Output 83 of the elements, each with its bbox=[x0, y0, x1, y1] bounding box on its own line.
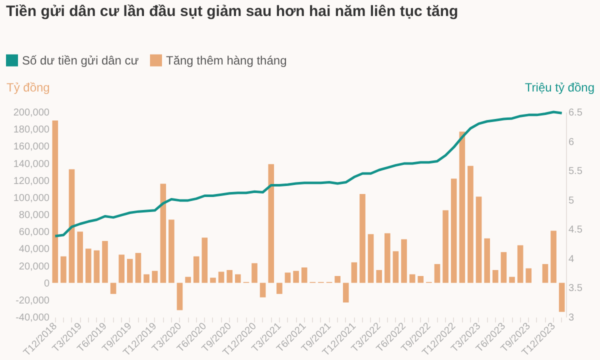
bar bbox=[252, 263, 258, 283]
bar bbox=[401, 239, 407, 283]
y2-tick-label: 5 bbox=[568, 195, 574, 206]
bar bbox=[418, 276, 424, 283]
bar bbox=[492, 270, 498, 283]
bar bbox=[118, 254, 125, 283]
bar bbox=[409, 274, 416, 283]
bar bbox=[526, 268, 532, 283]
bar bbox=[234, 274, 241, 283]
bar bbox=[392, 251, 399, 283]
bar bbox=[193, 256, 200, 283]
bar bbox=[102, 240, 108, 283]
bar bbox=[284, 272, 291, 283]
bar bbox=[517, 245, 524, 283]
y-tick-label: 180,000 bbox=[13, 124, 50, 136]
bar bbox=[152, 270, 158, 283]
bar bbox=[226, 270, 232, 283]
y-tick-label: 60,000 bbox=[18, 227, 50, 238]
legend-label: Số dư tiền gửi dân cư bbox=[22, 53, 139, 68]
y-tick-label: 140,000 bbox=[13, 158, 50, 170]
bar bbox=[558, 282, 565, 312]
chart-title: Tiền gửi dân cư lần đầu sụt giảm sau hơn hai năm liên tục tăng bbox=[6, 3, 458, 20]
bar bbox=[52, 120, 58, 283]
bar bbox=[218, 272, 224, 283]
y-tick-label: 0 bbox=[44, 278, 50, 290]
bar bbox=[542, 264, 548, 283]
bar bbox=[68, 169, 75, 283]
legend-label: Tăng thêm hàng tháng bbox=[166, 53, 287, 68]
y-axis-title: Tỷ đồng bbox=[6, 80, 50, 94]
bar bbox=[293, 270, 299, 283]
y2-tick-label: 3 bbox=[568, 312, 574, 324]
bar bbox=[500, 252, 507, 283]
y-tick-label: -20,000 bbox=[16, 295, 50, 306]
bar bbox=[94, 250, 100, 283]
bar bbox=[384, 233, 390, 283]
bar bbox=[135, 252, 142, 283]
bar bbox=[442, 210, 448, 283]
y2-tick-label: 3.5 bbox=[568, 283, 583, 294]
y-tick-label: 100,000 bbox=[13, 192, 50, 204]
bar bbox=[468, 166, 474, 283]
bar bbox=[459, 132, 466, 283]
y-tick-label: 120,000 bbox=[13, 176, 50, 187]
bar bbox=[160, 184, 166, 283]
y2-axis-title: Triệu tỷ đồng bbox=[524, 80, 594, 94]
y2-tick-label: 4.5 bbox=[568, 224, 583, 236]
bar bbox=[210, 278, 216, 283]
y-tick-label: 160,000 bbox=[13, 142, 50, 153]
bar bbox=[144, 274, 150, 283]
bar bbox=[168, 220, 174, 283]
bar bbox=[202, 238, 208, 283]
bar bbox=[342, 282, 349, 302]
bar bbox=[260, 282, 266, 298]
bar bbox=[77, 232, 83, 283]
bar bbox=[276, 282, 282, 294]
bar bbox=[360, 194, 366, 283]
line-series bbox=[54, 110, 564, 238]
y-tick-label: 80,000 bbox=[18, 210, 50, 221]
bar bbox=[301, 267, 308, 283]
y-tick-label: 20,000 bbox=[18, 261, 50, 272]
bar bbox=[368, 234, 374, 283]
y2-tick-label: 6 bbox=[568, 136, 574, 148]
y2-tick-label: 5.5 bbox=[568, 166, 583, 178]
bar bbox=[334, 276, 340, 283]
bar bbox=[176, 282, 183, 310]
bar bbox=[110, 282, 116, 294]
bar bbox=[268, 164, 274, 283]
bar bbox=[185, 276, 191, 283]
bar bbox=[484, 238, 490, 283]
y-tick-label: -40,000 bbox=[16, 312, 50, 324]
bar bbox=[509, 276, 515, 283]
bar bbox=[450, 178, 457, 283]
y2-tick-label: 4 bbox=[568, 254, 574, 265]
y-tick-label: 40,000 bbox=[18, 244, 50, 256]
bar bbox=[376, 270, 382, 283]
bar bbox=[60, 256, 66, 283]
y2-tick-label: 6.5 bbox=[568, 108, 583, 118]
bar bbox=[434, 264, 440, 283]
bar bbox=[550, 230, 556, 283]
y-tick-label: 200,000 bbox=[13, 108, 50, 118]
bar bbox=[85, 248, 92, 283]
bar bbox=[351, 262, 358, 283]
bar bbox=[127, 258, 133, 283]
bar bbox=[476, 196, 482, 283]
